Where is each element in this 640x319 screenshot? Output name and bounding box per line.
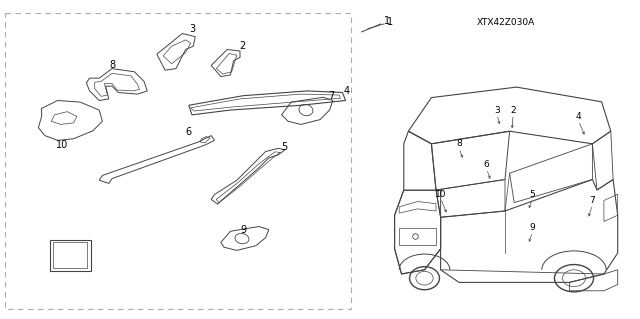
Text: 6: 6: [186, 127, 192, 137]
Text: 10: 10: [56, 140, 68, 150]
Text: 9: 9: [530, 223, 536, 232]
Text: 10: 10: [435, 190, 446, 199]
Text: 7: 7: [589, 196, 595, 205]
Bar: [5, 13, 351, 309]
Text: 4: 4: [344, 86, 350, 96]
Text: 4: 4: [576, 112, 581, 121]
Text: 8: 8: [456, 139, 462, 148]
Text: 1: 1: [384, 16, 390, 26]
Text: 9: 9: [240, 225, 246, 235]
Text: 5: 5: [282, 142, 288, 152]
Text: 3: 3: [494, 106, 500, 115]
Text: 1: 1: [387, 17, 393, 27]
Text: 3: 3: [189, 24, 195, 34]
Text: 5: 5: [530, 190, 536, 199]
Text: 6: 6: [484, 160, 490, 169]
Text: XTX42Z030A: XTX42Z030A: [476, 18, 535, 27]
Text: 8: 8: [109, 60, 115, 70]
Text: 7: 7: [328, 91, 335, 101]
Text: 2: 2: [510, 106, 516, 115]
Text: 2: 2: [239, 41, 246, 51]
